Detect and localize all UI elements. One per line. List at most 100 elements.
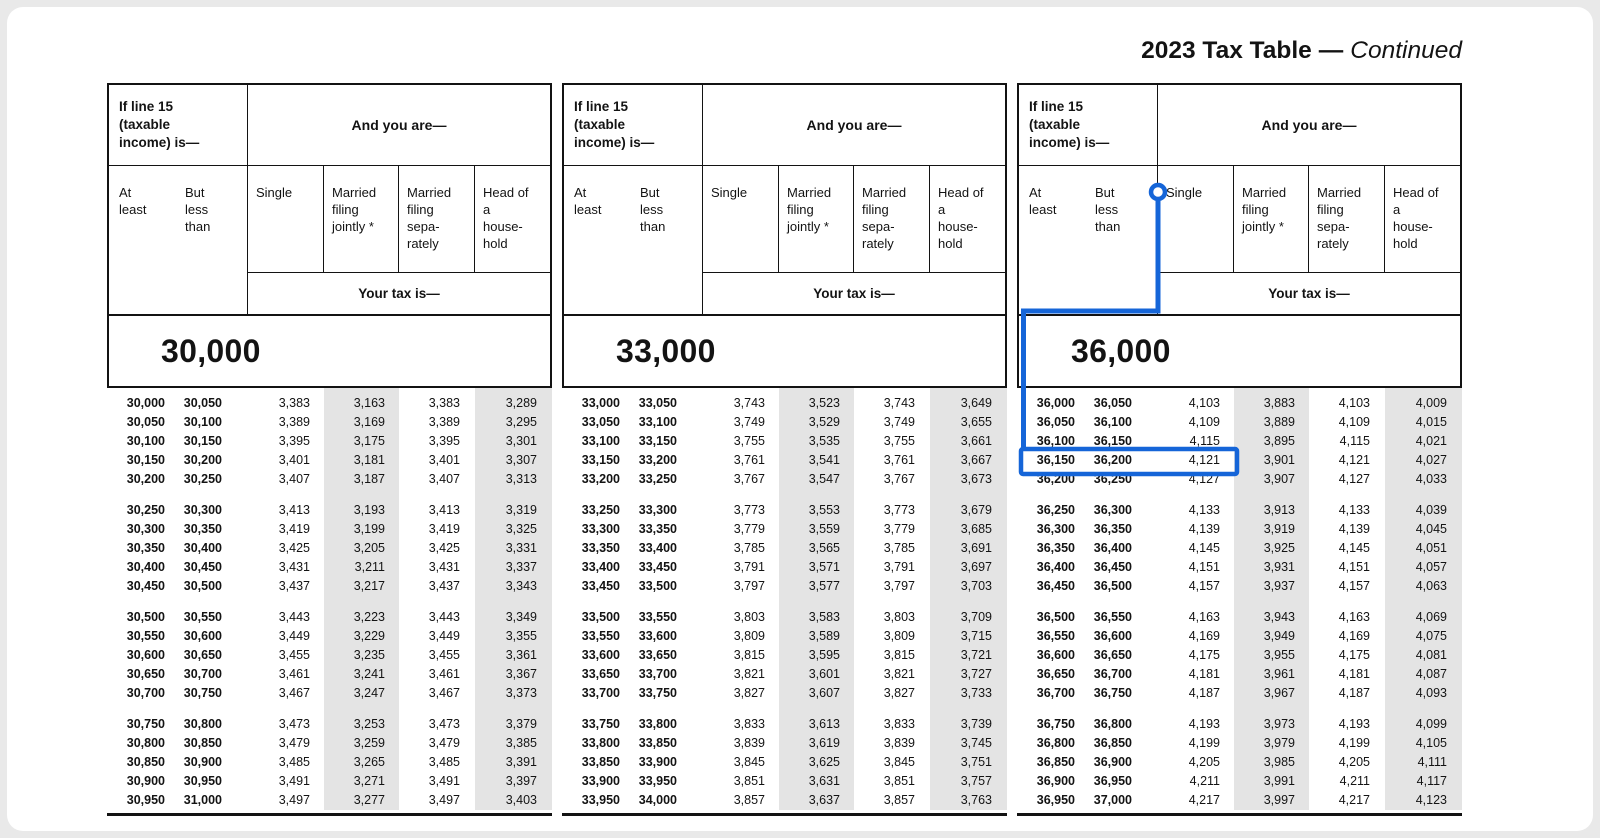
income-range-cell: 30,600 <box>126 648 165 662</box>
tax-value-cell: 3,979 <box>1234 734 1309 753</box>
tax-value-cell: 3,401 <box>428 453 460 467</box>
tax-value-cell: 3,337 <box>475 558 552 577</box>
tax-value-cell: 4,127 <box>1338 472 1370 486</box>
income-range-cell: 30,050 <box>183 396 222 410</box>
tax-value-cell: 4,199 <box>1338 736 1370 750</box>
income-range-cell: 36,800 <box>1093 717 1132 731</box>
tax-value-cell: 3,473 <box>428 717 460 731</box>
tax-value-cell: 4,093 <box>1385 684 1462 703</box>
tax-value-cell: 3,455 <box>278 648 310 662</box>
panel-header: If line 15 (taxable income) is— And you … <box>562 83 1007 316</box>
tax-value-cell: 3,437 <box>428 579 460 593</box>
tax-value-cell: 3,449 <box>278 629 310 643</box>
tax-panel-36000: If line 15 (taxable income) is— And you … <box>1017 83 1462 826</box>
tax-value-cell: 3,815 <box>733 648 765 662</box>
income-stub-label: If line 15 (taxable income) is— <box>109 85 248 166</box>
income-range-cell: 30,250 <box>183 472 222 486</box>
income-range-cell: 33,500 <box>638 579 677 593</box>
income-range-cell: 30,550 <box>183 610 222 624</box>
income-range-cell: 30,200 <box>126 472 165 486</box>
income-range-cell: 33,450 <box>581 579 620 593</box>
tax-panel-33000: If line 15 (taxable income) is— And you … <box>562 83 1007 826</box>
tax-value-cell: 3,187 <box>324 470 399 489</box>
table-continuation-rule <box>562 813 1007 826</box>
income-range-cell: 30,100 <box>126 434 165 448</box>
income-stub-label: If line 15 (taxable income) is— <box>564 85 703 166</box>
spacer-cell <box>1017 489 1087 501</box>
tax-value-cell: 3,857 <box>733 793 765 807</box>
spacer-cell <box>1385 703 1462 715</box>
spacer-cell <box>1385 596 1462 608</box>
tax-value-cell: 3,943 <box>1234 608 1309 627</box>
spacer-cell <box>475 489 552 501</box>
tax-value-cell: 4,157 <box>1338 579 1370 593</box>
col-header-married-jointly: Married filing jointly * <box>779 166 854 272</box>
tax-value-cell: 3,175 <box>324 432 399 451</box>
tax-value-cell: 3,907 <box>1234 470 1309 489</box>
income-range-cell: 37,000 <box>1093 793 1132 807</box>
tax-value-cell: 3,779 <box>883 522 915 536</box>
tax-value-cell: 3,985 <box>1234 753 1309 772</box>
tax-value-cell: 4,015 <box>1385 413 1462 432</box>
section-number: 33,000 <box>616 332 716 369</box>
tax-value-cell: 3,485 <box>278 755 310 769</box>
tax-value-cell: 3,797 <box>883 579 915 593</box>
income-range-cell: 33,500 <box>581 610 620 624</box>
income-range-cell: 30,650 <box>126 667 165 681</box>
income-range-cell: 36,600 <box>1093 629 1132 643</box>
income-range-cell: 36,350 <box>1093 522 1132 536</box>
income-range-cell: 30,500 <box>183 579 222 593</box>
tax-value-cell: 3,289 <box>475 394 552 413</box>
income-range-cell: 33,800 <box>638 717 677 731</box>
your-tax-is-label: Your tax is— <box>703 272 1005 314</box>
income-range-cell: 33,900 <box>638 755 677 769</box>
spacer-cell <box>1234 388 1309 394</box>
income-range-cell: 36,150 <box>1036 453 1075 467</box>
tax-value-cell: 3,431 <box>428 560 460 574</box>
income-range-cell: 36,400 <box>1093 541 1132 555</box>
income-range-cell: 36,250 <box>1036 503 1075 517</box>
income-range-cell: 36,050 <box>1036 415 1075 429</box>
spacer-cell <box>632 489 703 501</box>
tax-value-cell: 4,211 <box>1339 774 1370 788</box>
tax-value-cell: 4,157 <box>1188 579 1220 593</box>
income-range-cell: 36,900 <box>1093 755 1132 769</box>
tax-value-cell: 3,773 <box>883 503 915 517</box>
tax-value-cell: 3,325 <box>475 520 552 539</box>
spacer-cell <box>1158 596 1234 608</box>
income-range-cell: 33,750 <box>581 717 620 731</box>
tax-value-cell: 3,673 <box>930 470 1007 489</box>
tax-value-cell: 3,571 <box>779 558 854 577</box>
tax-value-cell: 3,755 <box>883 434 915 448</box>
income-range-cell: 30,200 <box>183 453 222 467</box>
tax-value-cell: 3,259 <box>324 734 399 753</box>
tax-value-cell: 3,443 <box>278 610 310 624</box>
tax-value-cell: 4,133 <box>1338 503 1370 517</box>
tax-value-cell: 4,205 <box>1188 755 1220 769</box>
tax-value-cell: 4,169 <box>1338 629 1370 643</box>
income-range-cell: 33,400 <box>581 560 620 574</box>
income-range-cell: 36,550 <box>1093 610 1132 624</box>
tax-value-cell: 3,631 <box>779 772 854 791</box>
tax-value-cell: 4,045 <box>1385 520 1462 539</box>
tax-value-cell: 3,223 <box>324 608 399 627</box>
tax-value-cell: 4,111 <box>1385 753 1462 772</box>
tax-value-cell: 3,667 <box>930 451 1007 470</box>
tax-value-cell: 3,319 <box>475 501 552 520</box>
tax-value-cell: 3,577 <box>779 577 854 596</box>
tax-value-cell: 3,649 <box>930 394 1007 413</box>
tax-value-cell: 4,121 <box>1338 453 1370 467</box>
tax-value-cell: 3,785 <box>883 541 915 555</box>
income-range-cell: 36,350 <box>1036 541 1075 555</box>
tax-value-cell: 3,265 <box>324 753 399 772</box>
tax-value-cell: 4,057 <box>1385 558 1462 577</box>
tax-value-cell: 3,743 <box>733 396 765 410</box>
tax-value-cell: 4,163 <box>1188 610 1220 624</box>
tax-value-cell: 4,175 <box>1338 648 1370 662</box>
income-range-cell: 30,250 <box>126 503 165 517</box>
income-range-cell: 36,850 <box>1036 755 1075 769</box>
tax-value-cell: 3,625 <box>779 753 854 772</box>
tax-value-cell: 4,181 <box>1338 667 1370 681</box>
tax-value-cell: 3,607 <box>779 684 854 703</box>
tax-value-cell: 4,151 <box>1188 560 1220 574</box>
